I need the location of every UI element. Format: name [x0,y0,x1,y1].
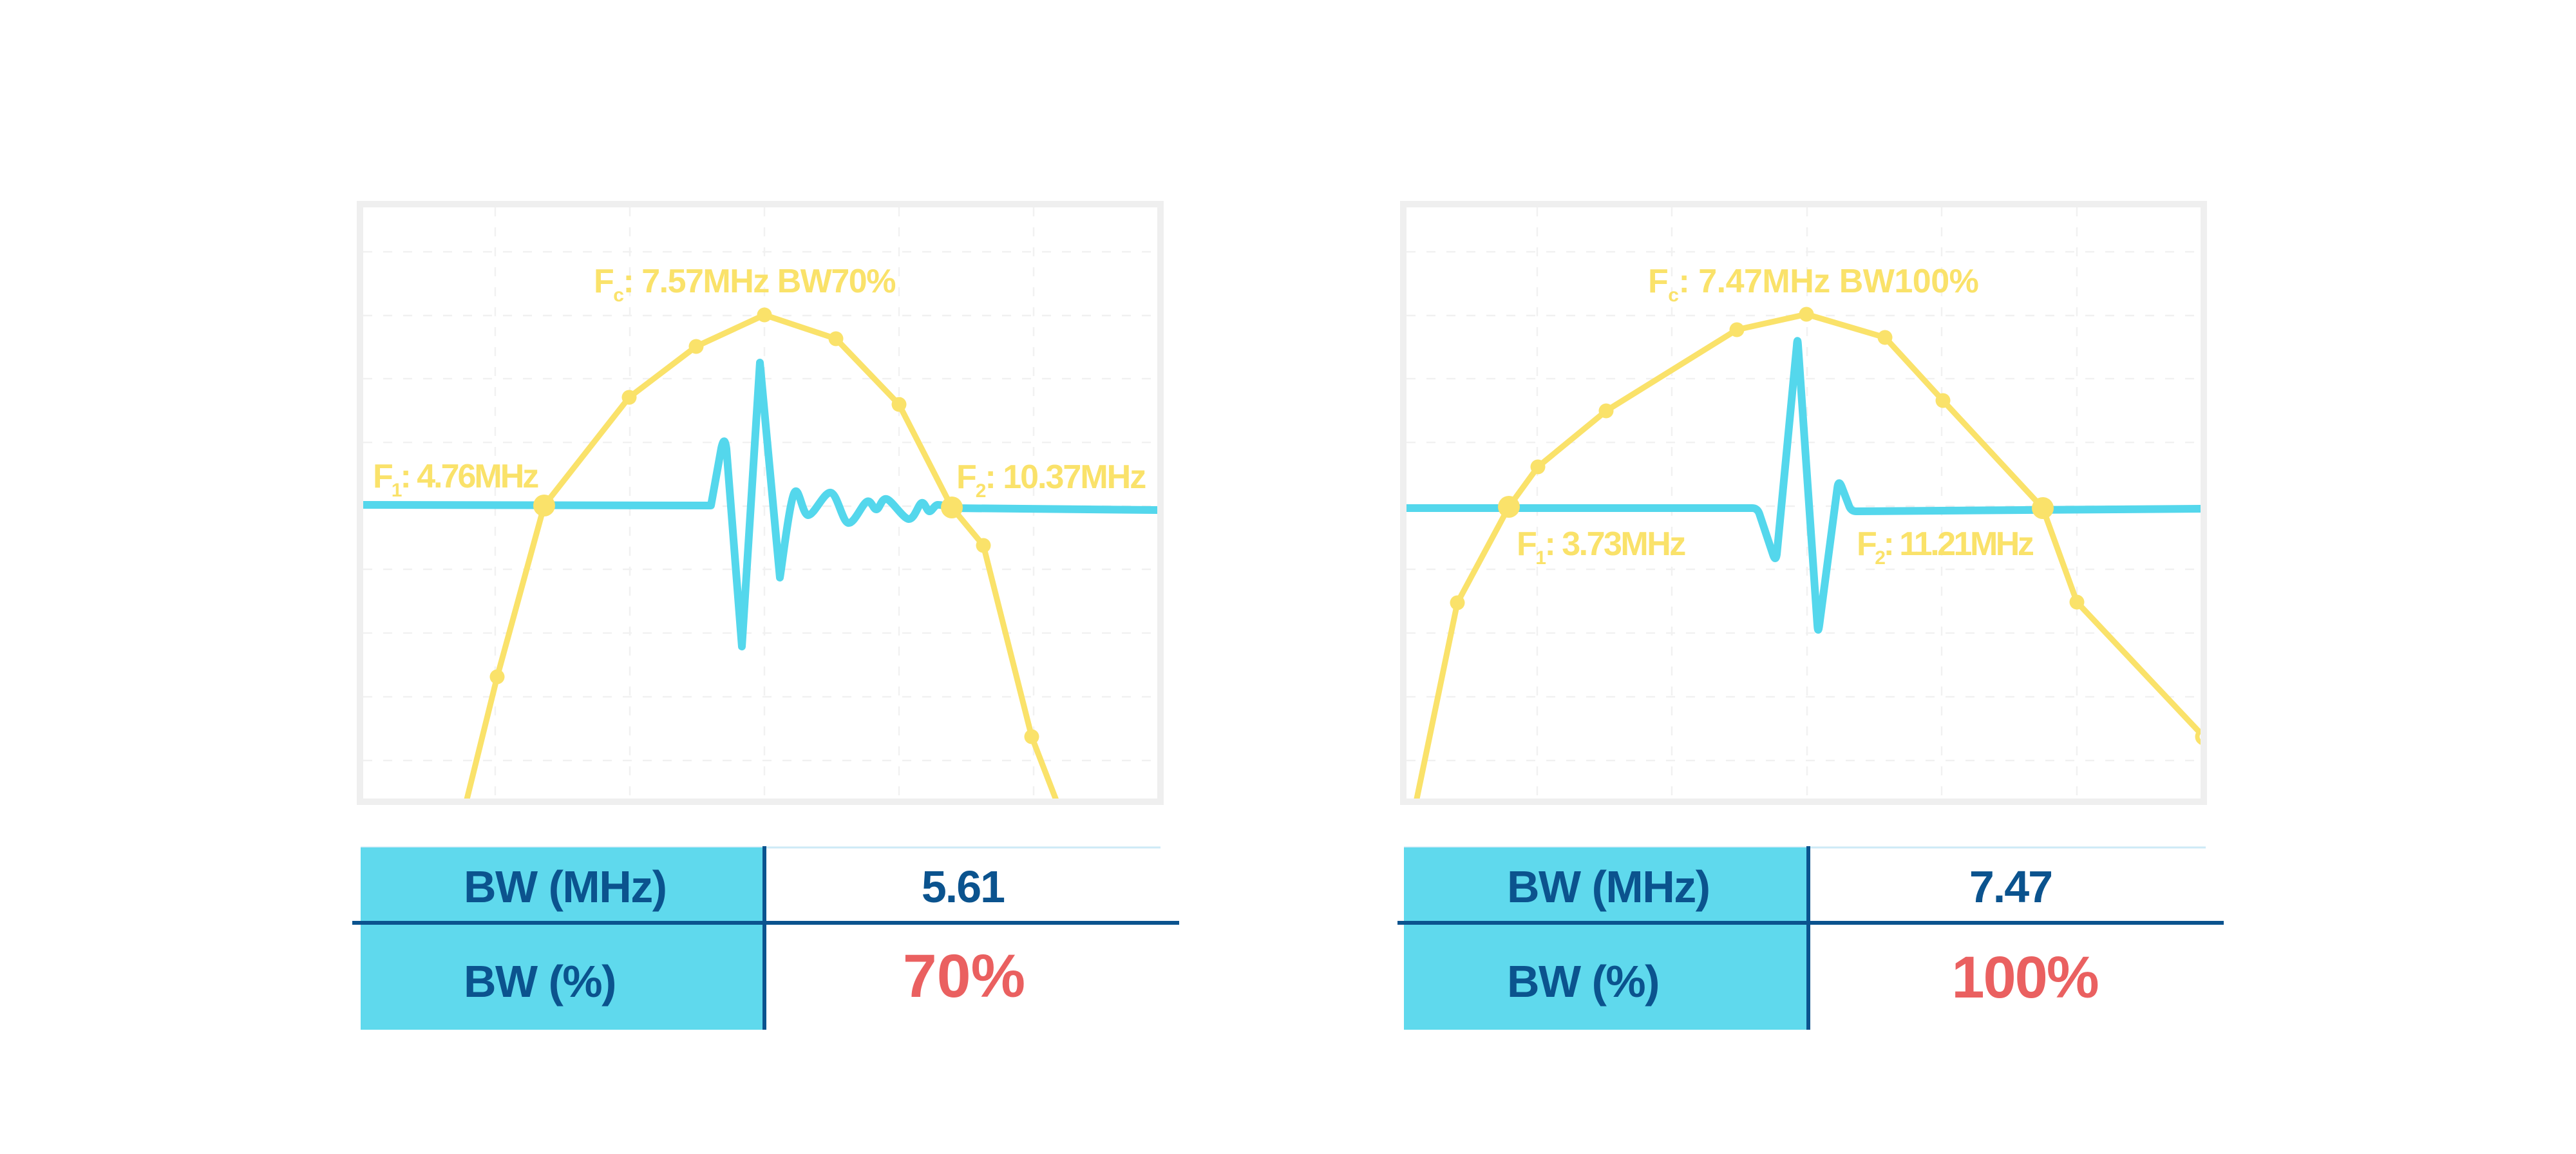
svg-text:5.61: 5.61 [922,862,1004,912]
svg-text:7.47: 7.47 [1969,862,2052,912]
svg-text:Fc: 7.57MHz BW70%: Fc: 7.57MHz BW70% [594,263,895,306]
svg-text:F2: 11.21MHz: F2: 11.21MHz [1857,525,2034,569]
svg-text:BW (%): BW (%) [1507,956,1659,1007]
svg-text:F2: 10.37MHz: F2: 10.37MHz [956,459,1146,502]
svg-text:Fc: 7.47MHz BW100%: Fc: 7.47MHz BW100% [1648,263,1978,306]
svg-text:BW (MHz): BW (MHz) [464,862,667,912]
svg-text:BW (MHz): BW (MHz) [1507,862,1710,912]
svg-text:100%: 100% [1951,945,2098,1010]
svg-text:70%: 70% [903,942,1025,1010]
svg-text:F1: 3.73MHz: F1: 3.73MHz [1517,525,1685,569]
svg-text:BW (%): BW (%) [464,956,616,1007]
svg-text:F1: 4.76MHz: F1: 4.76MHz [373,458,538,501]
